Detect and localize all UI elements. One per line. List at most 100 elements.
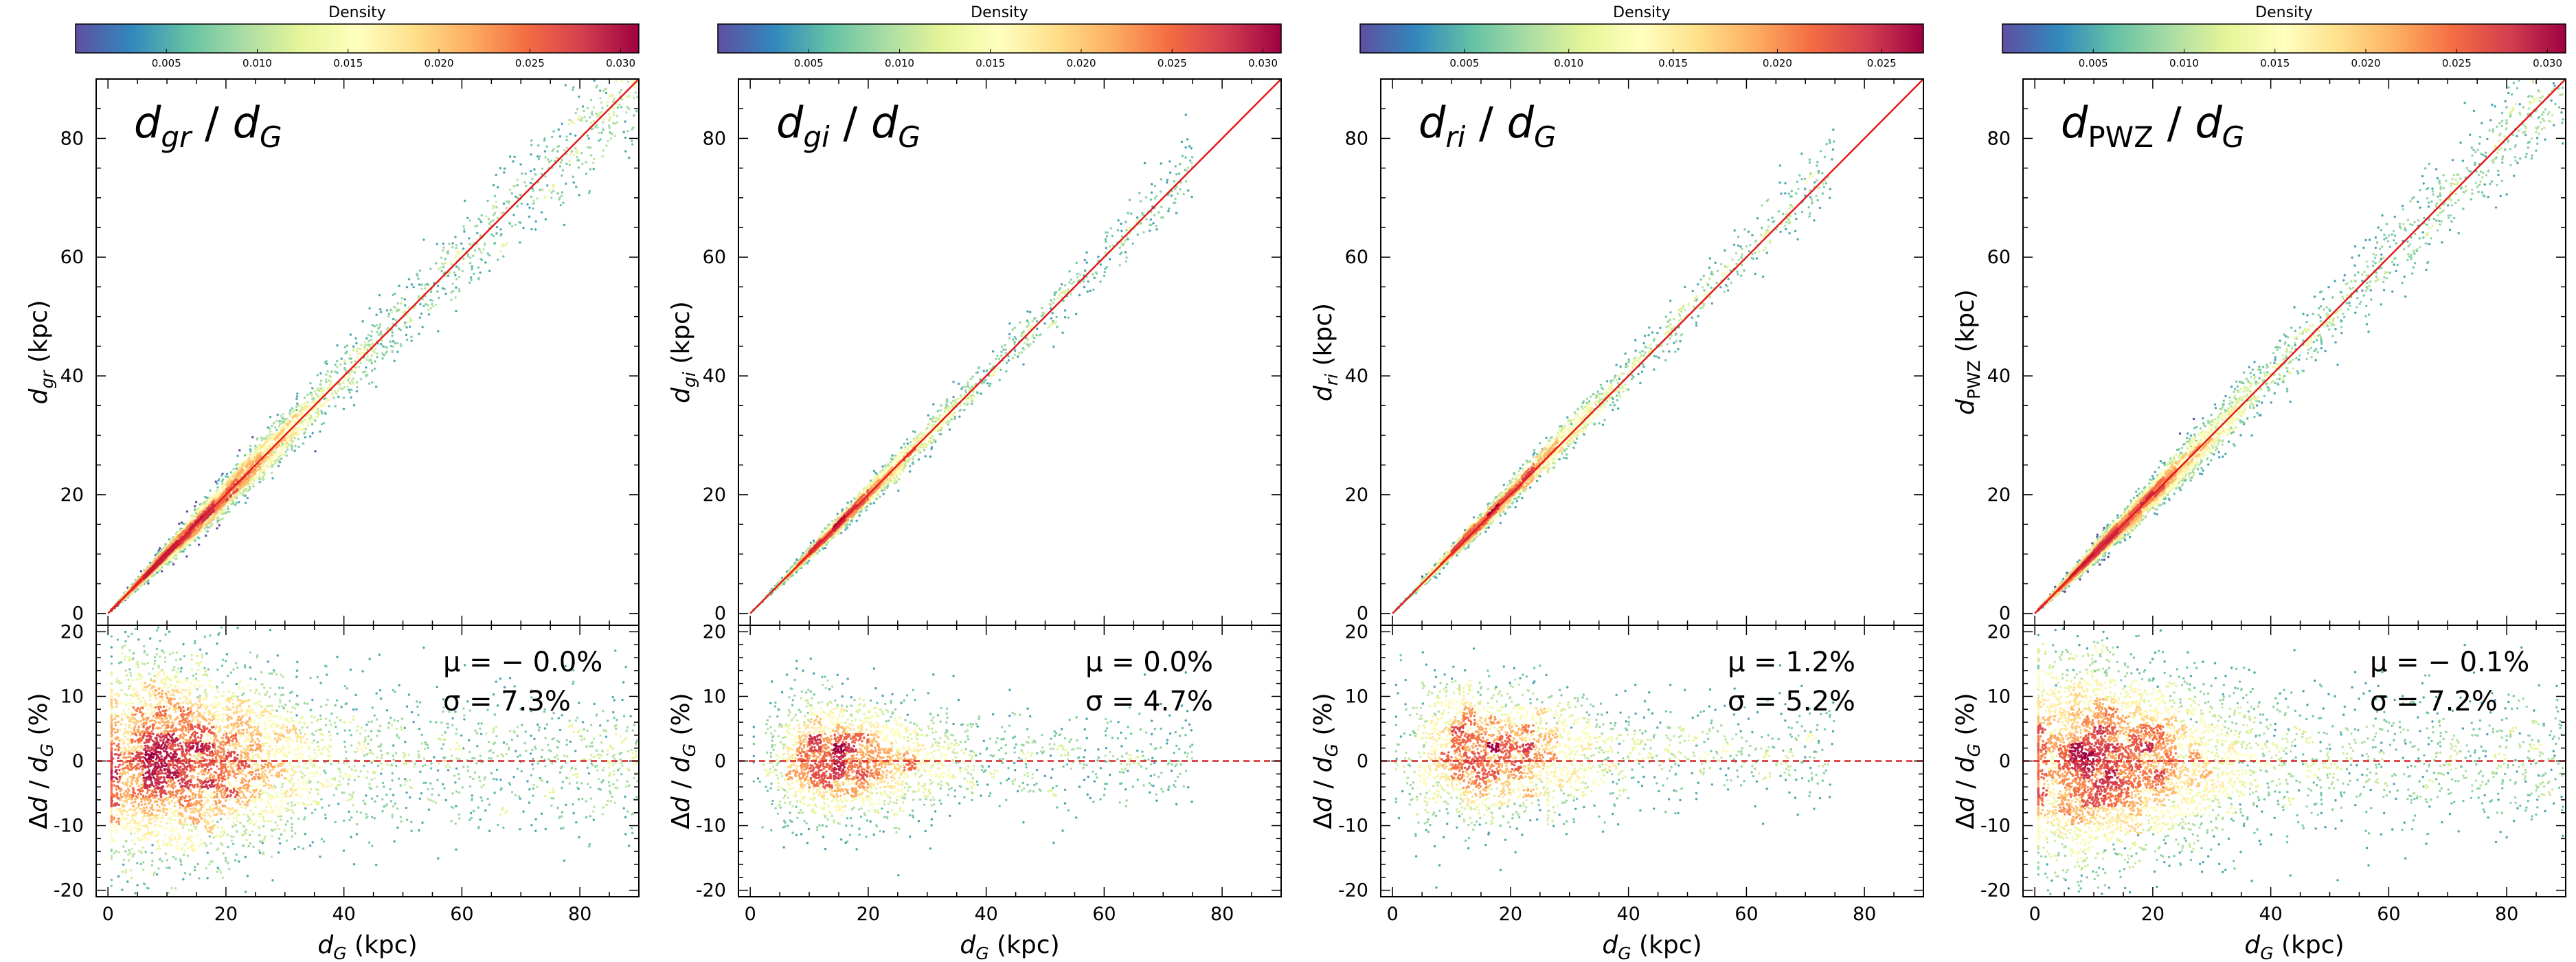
point: [419, 317, 421, 319]
point: [349, 354, 351, 356]
point: [286, 454, 288, 456]
point: [541, 211, 543, 213]
point: [614, 122, 616, 124]
point: [370, 335, 372, 337]
point: [617, 107, 619, 109]
point: [497, 186, 499, 188]
point: [574, 135, 576, 137]
point: [451, 291, 453, 293]
point: [408, 278, 410, 280]
point: [519, 194, 521, 196]
point: [335, 392, 337, 394]
point: [563, 224, 565, 226]
point: [375, 314, 377, 316]
point: [561, 159, 563, 161]
point: [344, 362, 346, 364]
point: [375, 385, 377, 388]
point: [462, 225, 464, 227]
point: [532, 199, 534, 201]
point: [376, 353, 378, 355]
point: [389, 340, 392, 342]
point: [573, 181, 575, 183]
point: [578, 194, 580, 196]
point: [294, 445, 296, 447]
point: [452, 243, 454, 245]
point: [154, 573, 156, 575]
point: [470, 276, 472, 278]
point: [519, 164, 521, 166]
point: [493, 184, 495, 186]
point: [313, 418, 315, 420]
point: [228, 511, 230, 513]
point: [357, 347, 359, 349]
point: [417, 278, 419, 280]
point: [511, 225, 513, 227]
point: [366, 374, 368, 376]
point: [496, 226, 498, 228]
point: [370, 355, 372, 357]
point: [572, 89, 574, 91]
point: [605, 92, 607, 94]
point: [614, 135, 616, 137]
point: [447, 275, 449, 277]
point: [390, 345, 392, 347]
point: [379, 294, 381, 296]
point: [294, 437, 296, 439]
point: [578, 166, 580, 168]
point: [350, 333, 352, 335]
point: [406, 286, 408, 288]
point: [371, 381, 373, 383]
point: [569, 153, 572, 155]
point: [598, 132, 600, 134]
point: [493, 205, 495, 207]
point: [453, 271, 455, 273]
point: [396, 350, 398, 353]
point: [543, 139, 545, 142]
point: [442, 249, 444, 251]
point: [479, 234, 482, 236]
point: [463, 228, 465, 230]
point: [227, 476, 229, 478]
point: [568, 160, 570, 162]
point: [544, 150, 546, 153]
point: [309, 382, 311, 384]
point: [509, 155, 511, 157]
point: [576, 159, 578, 161]
point: [161, 570, 163, 572]
point: [238, 449, 240, 451]
point: [532, 190, 534, 192]
point: [467, 255, 469, 257]
point: [339, 363, 341, 366]
point: [319, 372, 321, 374]
point: [281, 422, 283, 424]
point: [392, 340, 394, 342]
point: [205, 530, 207, 532]
point: [481, 259, 483, 261]
point: [474, 249, 476, 251]
point: [539, 155, 541, 157]
point: [333, 396, 335, 399]
point: [547, 158, 549, 160]
point: [596, 115, 598, 117]
point: [576, 152, 578, 154]
point: [455, 244, 457, 246]
point: [381, 339, 383, 342]
point: [352, 346, 354, 348]
point: [195, 501, 197, 503]
point: [602, 155, 604, 157]
point: [387, 315, 389, 317]
point: [585, 172, 587, 175]
point: [528, 207, 530, 209]
point: [593, 158, 595, 160]
point: [522, 227, 524, 229]
point: [261, 438, 263, 440]
point: [596, 113, 598, 115]
point: [500, 233, 502, 235]
point: [611, 133, 613, 135]
point: [593, 107, 595, 109]
colorbar-tick-label: 0.020: [425, 57, 454, 69]
point: [342, 381, 344, 383]
point: [360, 378, 362, 380]
point: [304, 427, 306, 429]
point: [350, 389, 352, 391]
